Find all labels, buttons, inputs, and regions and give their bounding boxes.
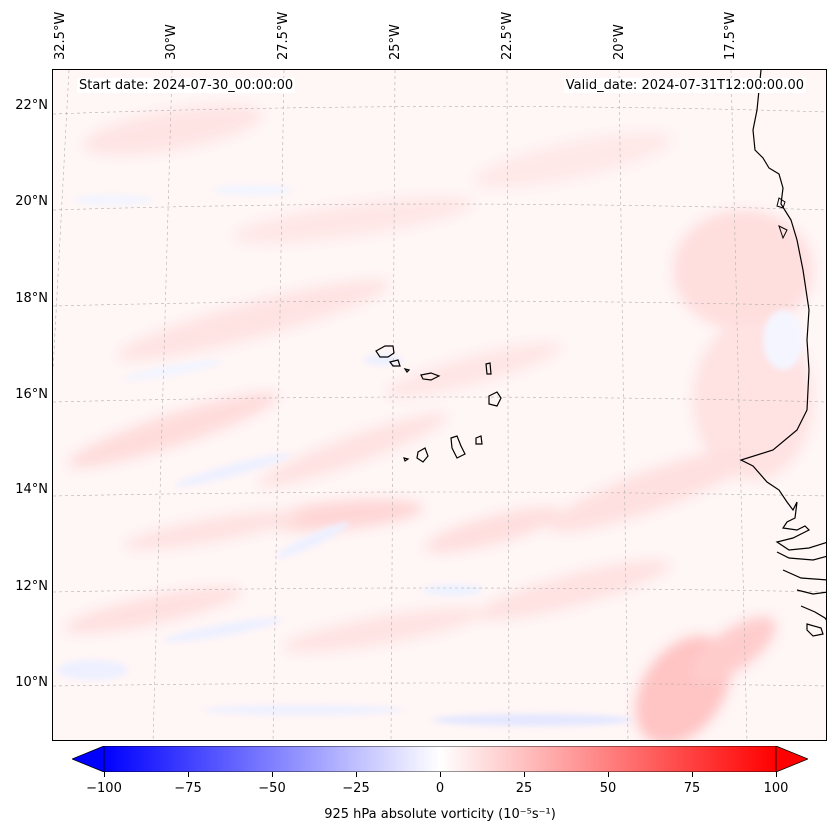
colorbar-tick-mark xyxy=(776,772,777,777)
colorbar-tick-label: 0 xyxy=(435,781,445,796)
lon-label-27-5w: 27.5°W xyxy=(276,11,291,60)
lat-label-10n: 10°N xyxy=(15,675,48,690)
map-canvas xyxy=(53,70,826,740)
lon-label-22-5w: 22.5°W xyxy=(500,11,515,60)
coast-island-2 xyxy=(778,225,788,240)
lon-label-30w: 30°W xyxy=(164,24,179,60)
lat-label-16n: 16°N xyxy=(15,387,48,402)
colorbar-tick-mark xyxy=(440,772,441,777)
coast-island-1 xyxy=(776,197,786,209)
island-sal xyxy=(485,362,492,375)
colorbar-tick-mark xyxy=(272,772,273,777)
colorbar-tick-label: 100 xyxy=(763,781,789,796)
lat-label-12n: 12°N xyxy=(15,579,48,594)
lat-label-22n: 22°N xyxy=(15,98,48,113)
colorbar-tick-label: 50 xyxy=(599,781,617,796)
colorbar-gradient xyxy=(103,746,777,772)
vorticity-field xyxy=(64,104,813,740)
colorbar-tick-label: 75 xyxy=(683,781,701,796)
island-brava xyxy=(403,457,410,462)
lon-label-32-5w: 32.5°W xyxy=(53,11,68,60)
graticule xyxy=(53,70,826,740)
island-maio xyxy=(475,435,483,445)
colorbar-tick-label: 25 xyxy=(515,781,533,796)
island-sao-vicente xyxy=(388,359,401,367)
island-santa-luzia xyxy=(403,368,411,373)
colorbar-extend-max xyxy=(775,746,808,772)
colorbar-tick-label: −25 xyxy=(342,781,370,796)
colorbar-tick-mark xyxy=(524,772,525,777)
colorbar-extend-min xyxy=(72,746,105,772)
colorbar-tick-mark xyxy=(104,772,105,777)
lon-label-20w: 20°W xyxy=(612,24,627,60)
colorbar xyxy=(72,746,808,772)
colorbar-tick-label: −100 xyxy=(86,781,122,796)
colorbar-label: 925 hPa absolute vorticity (10⁻⁵s⁻¹) xyxy=(324,807,556,822)
colorbar-tick-mark xyxy=(608,772,609,777)
colorbar-tick-label: −75 xyxy=(174,781,202,796)
colorbar-tick-mark xyxy=(188,772,189,777)
lon-label-17-5w: 17.5°W xyxy=(723,11,738,60)
lat-label-18n: 18°N xyxy=(15,291,48,306)
colorbar-tick-label: −50 xyxy=(258,781,286,796)
colorbar-tick-mark xyxy=(692,772,693,777)
island-fogo xyxy=(416,447,429,463)
lat-label-20n: 20°N xyxy=(15,194,48,209)
island-santiago xyxy=(450,435,466,459)
island-sao-nicolau xyxy=(420,372,441,381)
island-santo-antao xyxy=(375,345,395,358)
island-boa-vista xyxy=(488,391,502,407)
africa-coastline xyxy=(739,70,826,637)
lon-label-25w: 25°W xyxy=(388,24,403,60)
negative-vorticity xyxy=(58,185,803,726)
colorbar-tick-mark xyxy=(356,772,357,777)
cape-verde-islands xyxy=(375,345,502,463)
valid-date-label: Valid_date: 2024-07-31T12:00:00.00 xyxy=(563,78,806,93)
vorticity-map: Start date: 2024-07-30_00:00:00 Valid_da… xyxy=(52,69,827,741)
lat-label-14n: 14°N xyxy=(15,482,48,497)
start-date-label: Start date: 2024-07-30_00:00:00 xyxy=(77,78,296,93)
